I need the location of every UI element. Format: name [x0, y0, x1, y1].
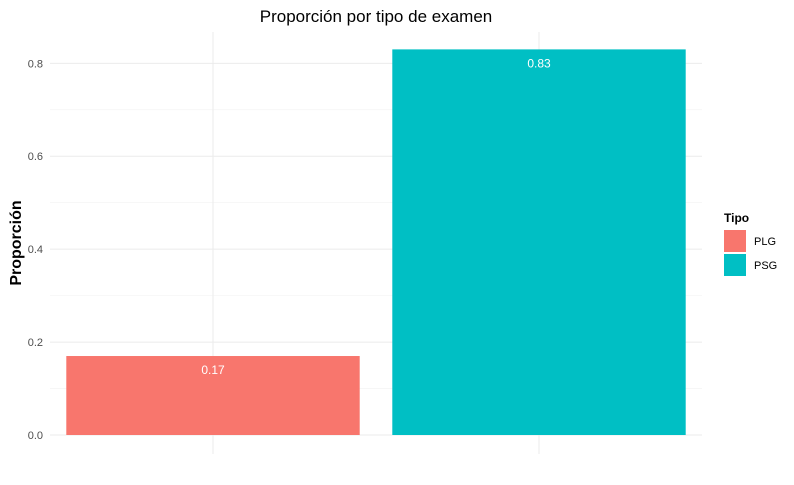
bars	[66, 49, 686, 436]
legend-swatch-plg	[724, 230, 746, 252]
y-tick-label: 0.0	[28, 430, 43, 442]
legend-label-psg: PSG	[754, 260, 777, 272]
y-tick-label: 0.8	[28, 58, 43, 70]
y-tick-label: 0.6	[28, 151, 43, 163]
legend-items: PLG PSG	[724, 230, 777, 276]
y-axis-label: Proporción	[8, 200, 25, 285]
y-axis-ticks: 0.0 0.2 0.4 0.6 0.8	[28, 58, 43, 442]
legend: Tipo PLG PSG	[724, 211, 777, 276]
data-labels: 0.17 0.83	[201, 56, 551, 377]
legend-swatch-psg	[724, 254, 746, 276]
data-label-plg: 0.17	[201, 363, 225, 377]
y-tick-label: 0.4	[28, 244, 43, 256]
legend-title: Tipo	[724, 211, 749, 225]
data-label-psg: 0.83	[527, 56, 551, 70]
legend-label-plg: PLG	[754, 236, 776, 248]
bar-psg	[392, 49, 686, 436]
bar-plg	[66, 356, 360, 435]
chart-title: Proporción por tipo de examen	[260, 7, 492, 26]
y-tick-label: 0.2	[28, 337, 43, 349]
